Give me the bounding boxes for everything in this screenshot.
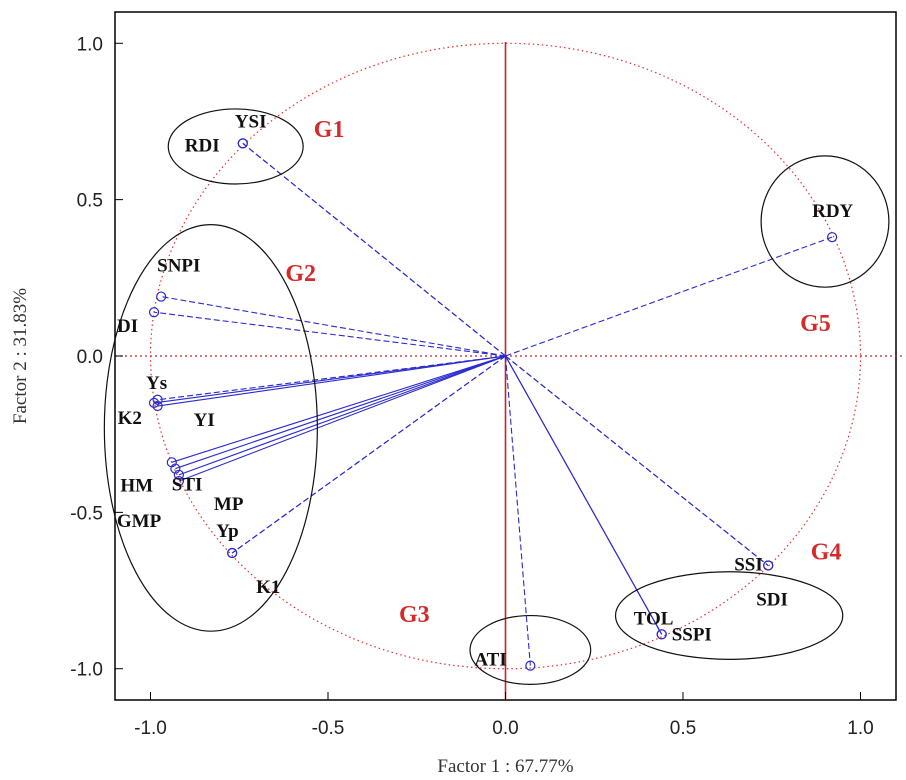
vector-sdi [505, 355, 769, 566]
point-marker-sspi [656, 629, 667, 640]
y-tick-label: 0.0 [77, 347, 103, 368]
point-label-rdy: RDY [812, 201, 853, 222]
y-tick-label: 0.5 [77, 191, 103, 212]
group-label-g2: G2 [285, 261, 316, 287]
group-ellipse-g2 [103, 224, 318, 632]
point-marker-yi [152, 400, 163, 412]
point-marker-mp [173, 469, 184, 480]
vector-sti [171, 355, 506, 463]
y-axis-title: Factor 2 : 31.83% [10, 288, 31, 424]
point-label-di: DI [117, 316, 138, 337]
y-tick-label: -0.5 [70, 503, 103, 524]
x-tick-label: 0.5 [670, 718, 696, 739]
vector-k2 [157, 355, 506, 401]
y-tick-label: -1.0 [70, 660, 103, 681]
point-marker-ys [148, 397, 160, 409]
point-marker-hm [170, 463, 181, 474]
vector-rdy [505, 236, 833, 357]
group-ellipse-g4 [614, 571, 844, 660]
point-label-mp: MP [214, 494, 244, 515]
vector-k1 [231, 355, 506, 554]
unit-circle [149, 42, 862, 670]
point-marker-k2 [152, 394, 163, 405]
group-label-g4: G4 [811, 539, 842, 565]
vector-yi [157, 355, 506, 407]
point-marker-gmp [173, 475, 184, 487]
point-marker-sdi [763, 560, 774, 571]
point-label-ysi: YSI [235, 111, 267, 132]
point-label-ys: Ys [146, 373, 167, 394]
vector-mp [178, 355, 506, 476]
point-label-sspi: SSPI [672, 624, 712, 645]
point-marker-di [148, 307, 160, 318]
group-label-g5: G5 [800, 311, 831, 337]
point-marker-rdi [237, 138, 248, 149]
vector-di [153, 311, 506, 357]
group-ellipse-g5 [760, 155, 890, 288]
point-label-rdi: RDI [185, 135, 220, 156]
point-label-sti: STI [172, 474, 203, 495]
point-label-gmp: GMP [117, 511, 162, 532]
point-label-tol: TOL [634, 608, 674, 629]
vector-sspi [505, 355, 663, 635]
point-marker-rdy [826, 232, 838, 243]
point-marker-snpi [156, 291, 167, 302]
point-marker-ati [525, 660, 536, 671]
group-ellipse-g3 [469, 614, 592, 685]
vector-snpi [161, 296, 506, 357]
point-marker-sti [166, 457, 177, 468]
x-axis-title: Factor 1 : 67.77% [437, 756, 573, 777]
point-label-sdi: SDI [756, 590, 788, 611]
group-label-g1: G1 [314, 117, 345, 143]
point-label-k2: K2 [118, 408, 142, 429]
point-label-hm: HM [120, 476, 153, 497]
x-tick-label: -0.5 [312, 718, 345, 739]
point-label-ati: ATI [474, 650, 506, 671]
vector-ati [504, 355, 531, 666]
vector-hm [175, 355, 506, 470]
point-label-yp: Yp [216, 521, 239, 542]
group-ellipse-g1 [167, 108, 304, 185]
point-label-snpi: SNPI [157, 256, 200, 277]
x-tick-label: 0.0 [492, 718, 518, 739]
point-marker-k1 [227, 547, 238, 559]
x-tick-label: 1.0 [847, 718, 873, 739]
point-label-k1: K1 [256, 577, 280, 598]
point-label-ssi: SSI [734, 555, 763, 576]
vector-rdi [242, 142, 506, 357]
vector-gmp [178, 355, 506, 482]
point-label-yi: YI [194, 410, 215, 431]
y-tick-label: 1.0 [77, 34, 103, 55]
x-tick-label: -1.0 [134, 718, 167, 739]
group-label-g3: G3 [399, 602, 430, 628]
